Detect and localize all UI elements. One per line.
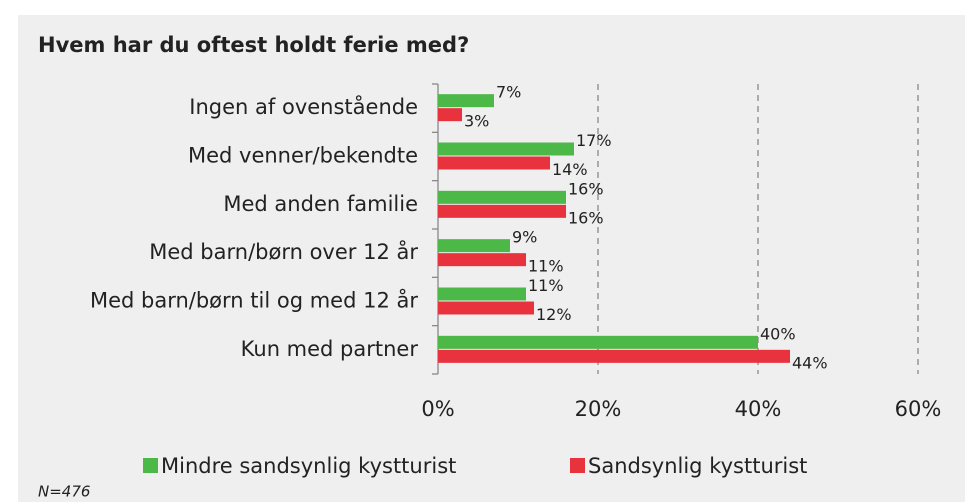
x-tick-label: 40%: [735, 397, 782, 421]
bar: [438, 349, 790, 363]
data-label: 12%: [536, 305, 572, 324]
legend-swatch: [143, 458, 158, 473]
bar: [438, 335, 758, 349]
bar: [438, 239, 510, 253]
data-label: 9%: [512, 228, 537, 247]
x-tick-label: 60%: [895, 397, 942, 421]
data-label: 7%: [496, 83, 521, 102]
bar: [438, 204, 566, 218]
bar: [438, 142, 574, 156]
y-tick-label: Med anden familie: [223, 192, 418, 216]
data-label: 16%: [568, 208, 604, 227]
y-tick-label: Med barn/børn til og med 12 år: [90, 288, 418, 313]
x-tick-label: 0%: [421, 397, 454, 421]
bar: [438, 190, 566, 204]
bar: [438, 301, 534, 315]
legend-label: Sandsynlig kystturist: [588, 454, 807, 478]
y-tick-label: Med venner/bekendte: [188, 144, 418, 168]
bar: [438, 253, 526, 267]
bar: [438, 108, 462, 122]
data-label: 17%: [576, 131, 612, 150]
y-tick-label: Ingen af ovenstående: [189, 94, 418, 119]
y-tick-label: Kun med partner: [241, 337, 419, 361]
data-label: 16%: [568, 179, 604, 198]
y-tick-label: Med barn/børn over 12 år: [149, 239, 418, 264]
bar: [438, 287, 526, 301]
data-label: 11%: [528, 276, 564, 295]
bar: [438, 94, 494, 108]
legend-label: Mindre sandsynlig kystturist: [161, 454, 456, 478]
chart-title: Hvem har du oftest holdt ferie med?: [38, 33, 469, 57]
data-label: 40%: [760, 324, 796, 343]
data-label: 11%: [528, 257, 564, 276]
x-tick-label: 20%: [575, 397, 622, 421]
note: N=476: [38, 483, 90, 501]
data-label: 14%: [552, 160, 588, 179]
legend-swatch: [570, 458, 585, 473]
data-label: 3%: [464, 112, 489, 131]
bar: [438, 156, 550, 170]
data-label: 44%: [792, 353, 828, 372]
